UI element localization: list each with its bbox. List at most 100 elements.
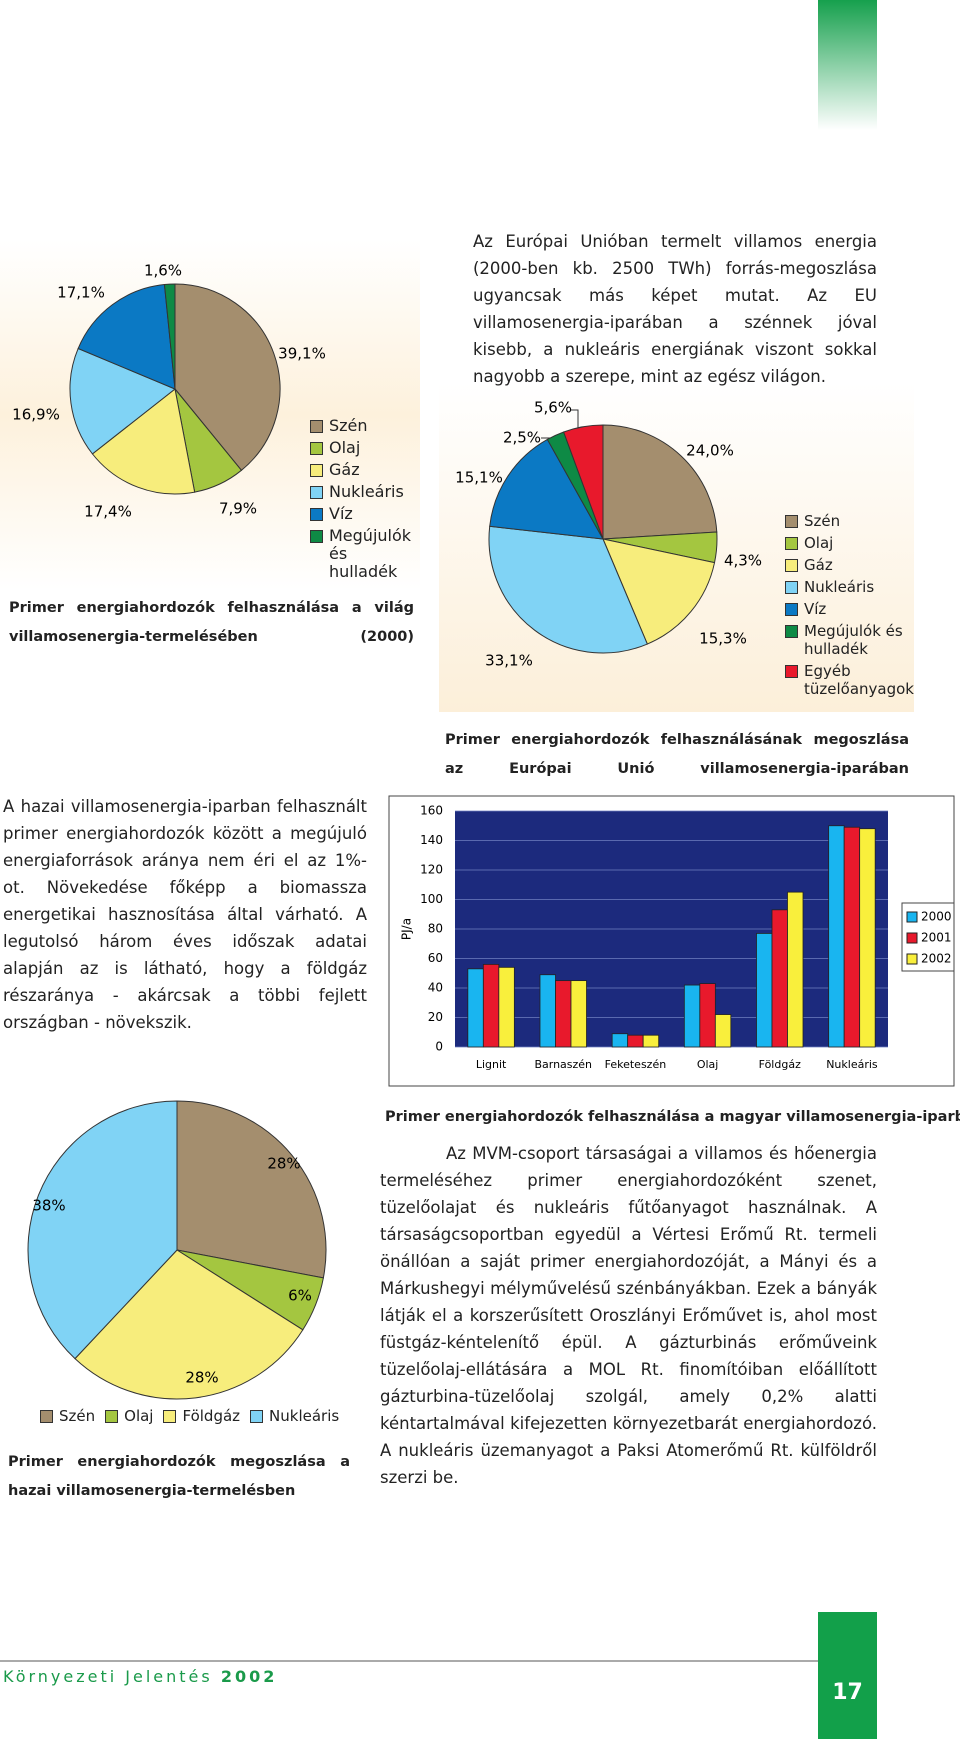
legend-item: Víz: [310, 505, 405, 523]
legend-item: Szén: [785, 512, 905, 530]
bar: [843, 826, 861, 1048]
bar: [683, 984, 701, 1048]
legend-item: Nukleáris: [310, 483, 405, 501]
chart-caption: Primer energiahordozók felhasználásának …: [445, 732, 909, 777]
y-tick-label: 140: [420, 833, 443, 847]
pie-label: 38%: [32, 1197, 65, 1215]
bar: [570, 980, 587, 1048]
legend-label: Olaj: [804, 534, 834, 552]
bar: [539, 974, 556, 1048]
pie-label: 33,1%: [485, 652, 533, 670]
bar: [756, 933, 773, 1048]
bar: [771, 909, 788, 1048]
y-tick-label: 160: [420, 804, 443, 818]
y-tick-label: 20: [428, 1010, 443, 1024]
legend-item: Szén: [40, 1407, 95, 1425]
top-green-tab: [818, 0, 877, 130]
legend-label: Földgáz: [182, 1407, 241, 1425]
pie-label: 6%: [288, 1287, 312, 1305]
pie-label: 7,9%: [219, 500, 257, 518]
legend-swatch: [785, 603, 798, 616]
page-number-tab: [818, 1612, 877, 1739]
x-tick-label: Földgáz: [759, 1058, 801, 1071]
chart-caption: Primer energiahordozók megoszlása a haza…: [8, 1454, 350, 1499]
bar: [498, 966, 515, 1048]
legend-item: Földgáz: [163, 1407, 240, 1425]
pie-slice: [174, 283, 281, 472]
pie-label: 24,0%: [686, 442, 734, 460]
chart-caption: Primer energiahordozók felhasználása a v…: [9, 600, 414, 645]
bar: [642, 1034, 660, 1048]
paragraph: A hazai villamosenergia-iparban felhaszn…: [3, 797, 367, 1032]
legend-label: Víz: [804, 600, 827, 618]
legend-label: Nukleáris: [329, 482, 404, 501]
legend-swatch: [310, 530, 323, 543]
pie-label: 1,6%: [144, 262, 182, 280]
legend-label: Olaj: [124, 1407, 154, 1425]
pie-label: 17,1%: [57, 284, 105, 302]
legend-label: Gáz: [329, 460, 360, 479]
y-axis-label: PJ/a: [400, 918, 414, 940]
paragraph: Az MVM-csoport társaságai a villamos és …: [380, 1144, 877, 1487]
footer-year: 2002: [220, 1667, 278, 1686]
pie-slice: [489, 438, 604, 540]
x-tick-label: Feketeszén: [605, 1058, 667, 1071]
x-tick-label: Nukleáris: [826, 1058, 878, 1071]
legend-label: Szén: [59, 1407, 96, 1425]
legend-label: Szén: [329, 416, 368, 435]
legend-swatch: [785, 515, 798, 528]
y-tick-label: 100: [420, 892, 443, 906]
legend-label: Egyéb tüzelőanyagok: [804, 662, 914, 698]
legend-swatch: [105, 1410, 119, 1423]
pie-slice: [163, 283, 176, 390]
x-tick-label: Olaj: [697, 1058, 719, 1071]
legend-swatch: [310, 486, 323, 499]
y-tick-label: 120: [420, 863, 443, 877]
footer-text: Környezeti Jelentés: [3, 1667, 213, 1686]
y-tick-label: 80: [428, 922, 443, 936]
legend-label: 2000: [921, 910, 952, 924]
pie-label: 16,9%: [12, 406, 60, 424]
legend-swatch: [906, 911, 918, 923]
legend-swatch: [785, 665, 798, 678]
bar: [699, 983, 716, 1048]
legend-swatch: [310, 464, 323, 477]
legend-label: Olaj: [329, 438, 361, 457]
legend-item: Gáz: [785, 556, 905, 574]
pie-label: 15,3%: [699, 630, 747, 648]
legend-swatch: [310, 508, 323, 521]
legend-swatch: [906, 953, 918, 965]
legend-swatch: [785, 559, 798, 572]
legend-swatch: [40, 1410, 53, 1423]
footer-title: Környezeti Jelentés 2002: [3, 1667, 277, 1686]
legend-label: Nukleáris: [804, 578, 875, 596]
bar: [555, 980, 572, 1048]
bar: [787, 891, 804, 1048]
legend-label: Szén: [804, 512, 841, 530]
pie-slice: [27, 1100, 178, 1360]
bar: [627, 1034, 644, 1048]
legend: Szén Olaj Gáz Nukleáris Víz Megújulók és hull…: [785, 512, 914, 702]
bar: [482, 964, 500, 1048]
bar: [611, 1033, 629, 1048]
legend-label: Megújulók és hulladék: [804, 622, 903, 658]
pie-slice: [69, 347, 176, 455]
bar: [467, 968, 484, 1048]
legend-item: Gáz: [310, 461, 405, 479]
bar: [828, 825, 845, 1048]
x-tick-label: Lignit: [476, 1058, 507, 1071]
legend-swatch: [310, 420, 323, 433]
legend-swatch: [163, 1410, 177, 1423]
pie-label: 28%: [185, 1369, 218, 1387]
legend-item: Nukleáris: [250, 1407, 339, 1425]
pie-slice: [91, 388, 196, 495]
x-tick-label: Barnaszén: [534, 1058, 592, 1071]
pie-slice: [77, 283, 176, 390]
pie-label: 5,6%: [534, 399, 572, 417]
y-tick-label: 40: [428, 981, 443, 995]
legend-swatch: [785, 625, 798, 638]
legend: Szén Olaj Gáz Nukleáris Víz Megújulók és hull…: [310, 416, 411, 585]
pie-slice: [176, 1100, 327, 1279]
